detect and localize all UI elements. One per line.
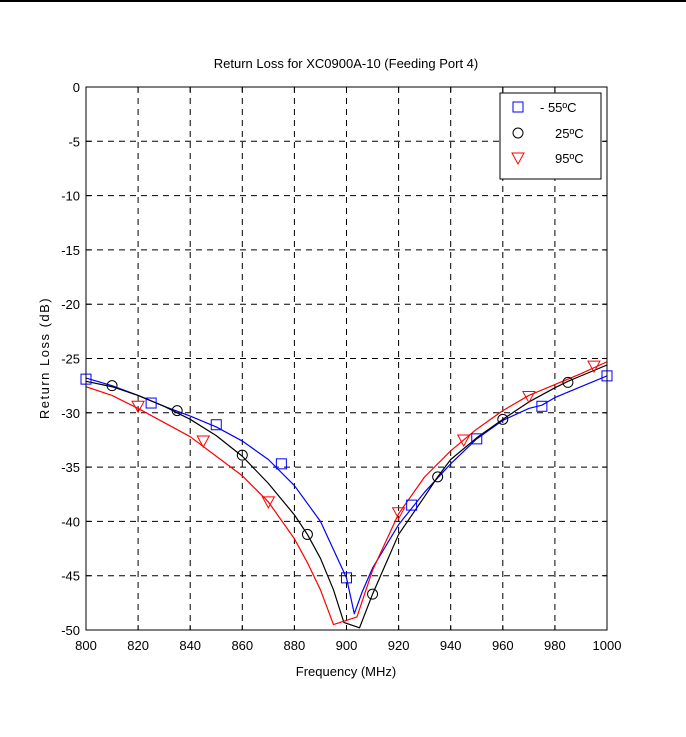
data-point-circle: [367, 588, 379, 600]
chart-title: Return Loss for XC0900A-10 (Feeding Port…: [214, 56, 478, 71]
data-point-square: [341, 572, 352, 584]
legend-label-95c: 95ºC: [555, 151, 584, 166]
legend-marker-minus-55c: [512, 101, 524, 113]
legend-marker-95c: [511, 152, 525, 166]
x-tick-label: 800: [75, 638, 97, 653]
y-tick-label: 0: [73, 80, 80, 95]
x-tick-label: 820: [127, 638, 149, 653]
data-point-square: [536, 400, 548, 412]
x-tick-label: 960: [492, 638, 514, 653]
legend: - 55ºC 25ºC 95ºC: [499, 92, 602, 180]
x-axis-label: Frequency (MHz): [296, 664, 396, 679]
top-rule: [0, 0, 686, 2]
x-tick-label: 920: [388, 638, 410, 653]
data-point-square: [275, 458, 287, 470]
data-point-square: [406, 499, 418, 511]
data-point-square: [471, 433, 483, 445]
data-point-triangle: [391, 507, 406, 520]
data-point-square: [145, 397, 157, 409]
y-tick-label: -40: [61, 514, 80, 529]
data-point-triangle: [522, 391, 536, 404]
y-tick-label: -30: [61, 406, 80, 421]
data-point-square: [210, 419, 222, 431]
series-line-25-c: [86, 364, 607, 629]
data-point-triangle: [261, 496, 276, 509]
y-tick-label: -20: [61, 297, 80, 312]
data-point-circle: [236, 449, 248, 461]
data-point-circle: [497, 413, 509, 425]
y-tick-label: -50: [61, 623, 80, 638]
x-tick-label: 940: [440, 638, 462, 653]
y-tick-label: -45: [61, 569, 80, 584]
x-tick-label: 1000: [593, 638, 622, 653]
legend-label-25c: 25ºC: [555, 126, 584, 141]
series-layer: [86, 361, 607, 629]
tick-layer: 800 820 840 860 880 900 920 940 960 980 1000 0 -5 -10…: [61, 80, 621, 653]
data-point-triangle: [587, 360, 601, 374]
data-point-circle: [106, 380, 118, 392]
data-point-circle: [562, 376, 574, 388]
x-tick-label: 840: [179, 638, 201, 653]
data-point-triangle: [456, 434, 471, 447]
legend-label-minus-55c: - 55ºC: [540, 100, 577, 115]
x-tick-label: 980: [544, 638, 566, 653]
data-point-circle: [171, 405, 183, 417]
series-line-95-c: [86, 361, 607, 626]
x-tick-label: 860: [231, 638, 253, 653]
y-tick-label: -25: [61, 352, 80, 367]
y-tick-label: -10: [61, 189, 80, 204]
legend-box: [499, 92, 602, 180]
series-line-55-c: [86, 375, 607, 615]
y-tick-label: -35: [61, 460, 80, 475]
data-point-circle: [432, 471, 444, 483]
y-tick-label: -15: [61, 243, 80, 258]
y-tick-label: -5: [68, 134, 80, 149]
x-tick-label: 900: [336, 638, 358, 653]
y-axis-label: Return Loss (dB): [37, 297, 52, 419]
x-tick-label: 880: [284, 638, 306, 653]
data-point-triangle: [196, 435, 211, 449]
legend-marker-25c: [512, 127, 524, 139]
data-point-circle: [301, 528, 313, 540]
data-point-triangle: [131, 400, 145, 414]
